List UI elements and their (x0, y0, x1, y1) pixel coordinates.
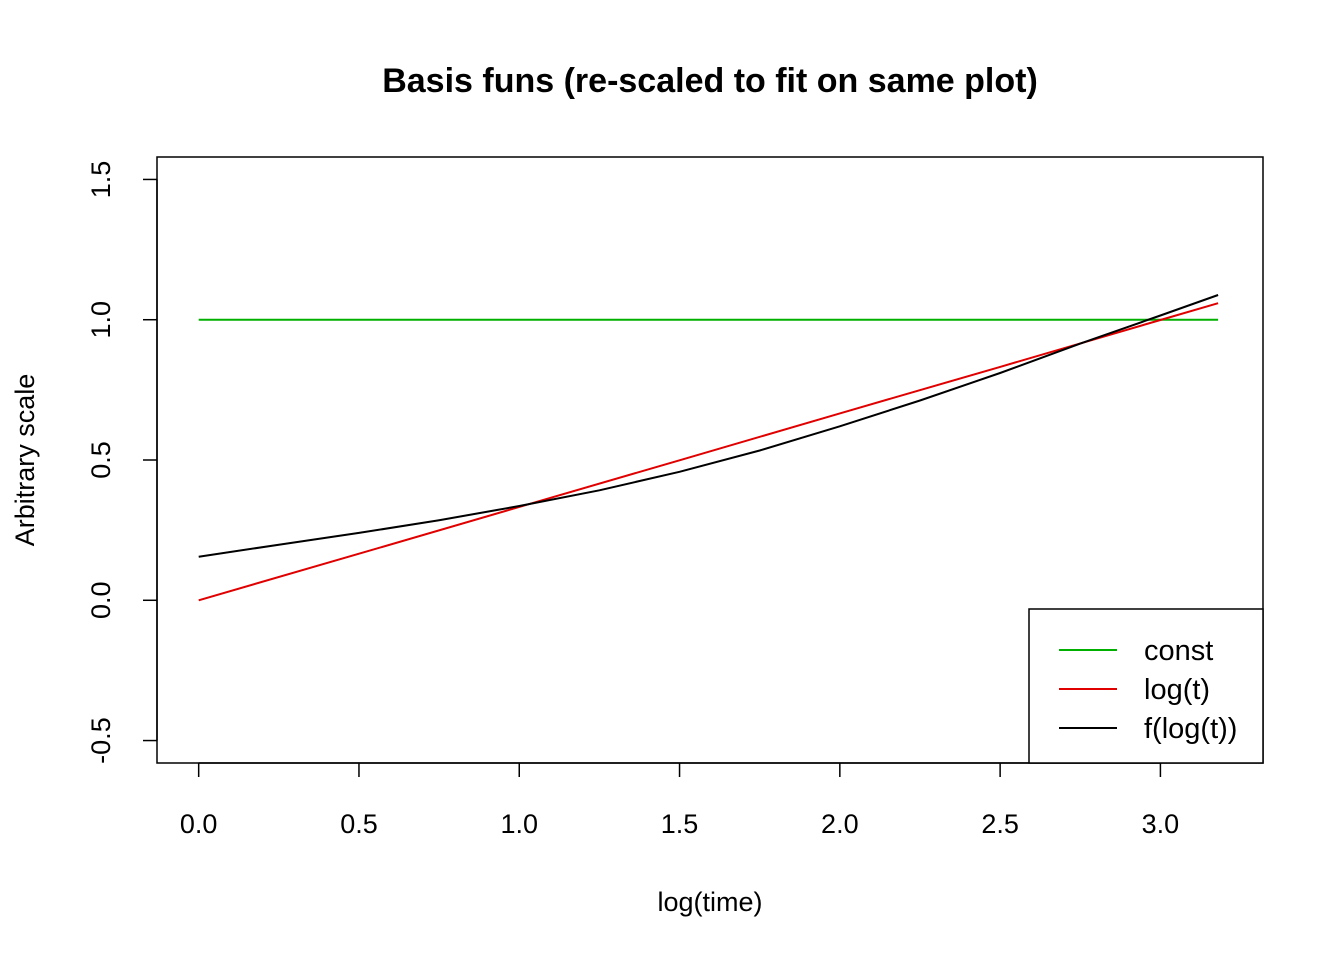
series-line-2 (198, 294, 1219, 558)
x-tick-label: 0.0 (180, 809, 218, 839)
y-axis-label: Arbitrary scale (10, 374, 40, 547)
legend-label: const (1144, 635, 1213, 667)
x-tick-label: 1.0 (500, 809, 538, 839)
y-tick-label: 0.5 (86, 441, 116, 479)
x-tick-label: 0.5 (340, 809, 378, 839)
x-tick-label: 2.0 (821, 809, 859, 839)
series-line-1 (198, 302, 1219, 602)
x-axis-label: log(time) (657, 887, 762, 917)
y-tick-label: 0.0 (86, 582, 116, 620)
legend-label: log(t) (1144, 674, 1210, 706)
y-tick-label: 1.5 (86, 161, 116, 199)
x-tick-label: 1.5 (661, 809, 699, 839)
legend-box (1028, 608, 1264, 764)
legend-label: f(log(t)) (1144, 713, 1237, 745)
y-tick-label: -0.5 (86, 717, 116, 764)
chart-title: Basis funs (re-scaled to fit on same plo… (382, 62, 1038, 100)
x-tick-label: 3.0 (1142, 809, 1180, 839)
x-tick-label: 2.5 (981, 809, 1019, 839)
y-axis: -0.5 0.0 0.5 1.0 1.5 (86, 161, 158, 764)
series-layer (198, 294, 1219, 602)
y-tick-label: 1.0 (86, 301, 116, 339)
legend: const log(t) f(log(t)) (1028, 608, 1264, 764)
x-axis: 0.0 0.5 1.0 1.5 2.0 2.5 3.0 (180, 762, 1180, 839)
